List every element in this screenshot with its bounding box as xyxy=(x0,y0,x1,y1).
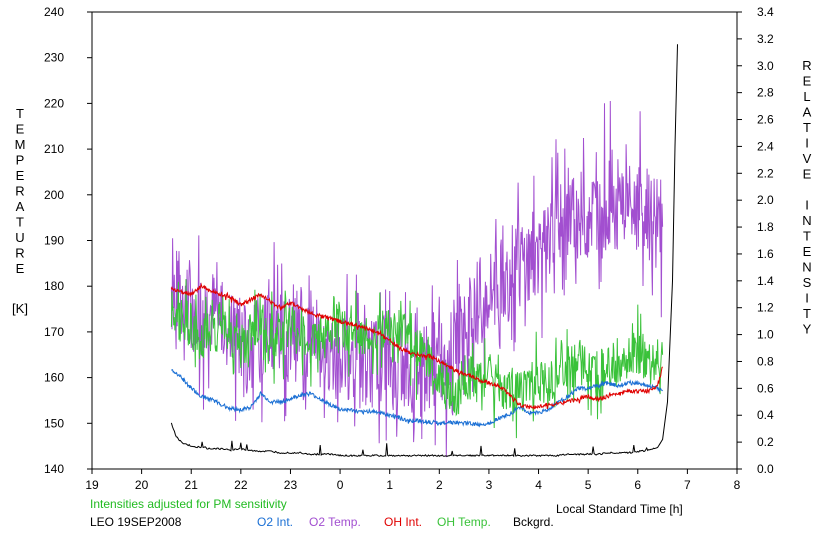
y-right-tick-label: 0.4 xyxy=(757,408,774,422)
y-left-tick-label: 160 xyxy=(44,371,64,385)
y-left-label-letter: E xyxy=(16,168,25,183)
y-right-tick-label: 1.6 xyxy=(757,247,774,261)
series-line-o2-temp xyxy=(170,100,664,458)
y-left-tick-label: 170 xyxy=(44,325,64,339)
x-tick-label: 20 xyxy=(135,478,149,492)
y-right-label-letter: T xyxy=(803,120,811,135)
y-right-label-letter: L xyxy=(803,89,810,104)
y-left-label-letter: R xyxy=(15,246,24,261)
x-tick-label: 5 xyxy=(585,478,592,492)
axes-layer: 19 20 21 22 23 0 1 2 3 4 5 6 7 8140150160170180190200… xyxy=(44,5,774,492)
y-right-tick-label: 1.0 xyxy=(757,328,774,342)
y-right-label-letter: E xyxy=(803,74,812,89)
y-left-tick-label: 240 xyxy=(44,5,64,19)
series-line-o2-int xyxy=(171,369,663,428)
y-right-label-letter: T xyxy=(803,229,811,244)
y-right-label-letter: N xyxy=(802,260,811,275)
y-right-tick-label: 2.8 xyxy=(757,86,774,100)
y-right-label-letter: N xyxy=(802,213,811,228)
legend-entry-bckgrd: Bckgrd. xyxy=(513,515,554,529)
y-right-label-letter: Y xyxy=(803,322,812,337)
y-right-tick-label: 1.4 xyxy=(757,274,774,288)
x-tick-label: 22 xyxy=(234,478,248,492)
x-axis-label: Local Standard Time [h] xyxy=(556,502,683,516)
y-right-label-letter: I xyxy=(805,291,809,306)
series-line-bckgrd xyxy=(170,44,678,458)
y-right-label-letter: E xyxy=(803,167,812,182)
y-right-label-letter: I xyxy=(805,136,809,151)
y-left-tick-label: 150 xyxy=(44,416,64,430)
y-right-label-letter: S xyxy=(803,275,812,290)
y-left-unit: [K] xyxy=(12,301,28,316)
sensitivity-note: Intensities adjusted for PM sensitivity xyxy=(90,497,287,511)
y-left-label-letter: M xyxy=(15,137,26,152)
legend: O2 Int. O2 Temp. OH Int. OH Temp. Bckgrd. xyxy=(257,515,554,529)
y-right-tick-label: 0.0 xyxy=(757,462,774,476)
legend-entry-o2-int: O2 Int. xyxy=(257,515,293,529)
x-tick-label: 3 xyxy=(486,478,493,492)
legend-entry-oh-int: OH Int. xyxy=(384,515,422,529)
x-tick-label: 1 xyxy=(386,478,393,492)
y-left-tick-label: 200 xyxy=(44,188,64,202)
y-left-label-letter: T xyxy=(16,106,24,121)
y-right-tick-label: 0.8 xyxy=(757,354,774,368)
x-tick-label: 6 xyxy=(634,478,641,492)
y-left-tick-label: 190 xyxy=(44,234,64,248)
y-right-tick-label: 3.4 xyxy=(757,5,774,19)
y-right-tick-label: 3.2 xyxy=(757,32,774,46)
x-tick-label: 2 xyxy=(436,478,443,492)
y-right-tick-label: 0.6 xyxy=(757,381,774,395)
x-tick-label: 21 xyxy=(185,478,199,492)
y-right-tick-label: 1.2 xyxy=(757,301,774,315)
x-tick-label: 4 xyxy=(535,478,542,492)
y-right-label-letter: I xyxy=(805,198,809,213)
y-right-tick-label: 2.0 xyxy=(757,193,774,207)
y-right-label-letter: R xyxy=(802,58,811,73)
series-line-oh-int xyxy=(170,282,663,410)
y-left-label-letter: E xyxy=(16,261,25,276)
y-left-label-letter: U xyxy=(15,230,24,245)
x-tick-label: 8 xyxy=(734,478,741,492)
y-left-tick-label: 210 xyxy=(44,142,64,156)
y-right-label-letter: A xyxy=(803,105,812,120)
y-right-tick-label: 3.0 xyxy=(757,59,774,73)
legend-entry-oh-temp: OH Temp. xyxy=(437,515,491,529)
y-right-label-letter: T xyxy=(803,306,811,321)
legend-entry-o2-temp: O2 Temp. xyxy=(309,515,361,529)
x-tick-label: 0 xyxy=(337,478,344,492)
y-left-label-letter: A xyxy=(16,199,25,214)
y-left-label-letter: E xyxy=(16,122,25,137)
series-line-oh-temp xyxy=(170,279,664,439)
x-tick-label: 19 xyxy=(85,478,99,492)
y-right-tick-label: 2.2 xyxy=(757,166,774,180)
y-left-tick-label: 180 xyxy=(44,279,64,293)
y-left-label-letter: P xyxy=(16,153,25,168)
y-right-label-letter: V xyxy=(803,151,812,166)
y-left-label-letter: R xyxy=(15,184,24,199)
station-label: LEO 19SEP2008 xyxy=(90,515,182,529)
y-right-tick-label: 0.2 xyxy=(757,435,774,449)
x-tick-label: 7 xyxy=(684,478,691,492)
y-right-tick-label: 1.8 xyxy=(757,220,774,234)
y-left-tick-label: 220 xyxy=(44,96,64,110)
y-left-tick-label: 230 xyxy=(44,51,64,65)
x-tick-label: 23 xyxy=(284,478,298,492)
y-left-tick-label: 140 xyxy=(44,462,64,476)
y-right-label-letter: E xyxy=(803,244,812,259)
y-right-tick-label: 2.6 xyxy=(757,113,774,127)
y-right-tick-label: 2.4 xyxy=(757,139,774,153)
y-left-label-letter: T xyxy=(16,215,24,230)
series-layer xyxy=(170,44,678,458)
